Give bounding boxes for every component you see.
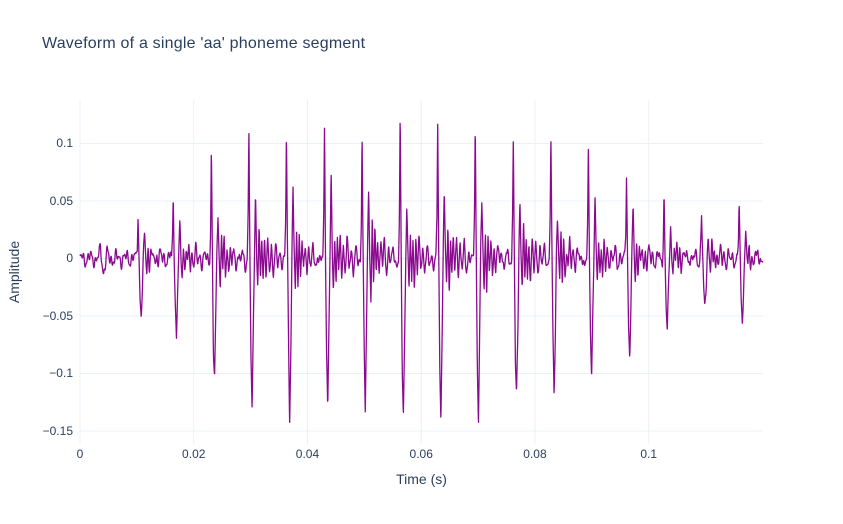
y-tick-label: −0.1 (49, 366, 73, 381)
x-tick-label: 0.08 (523, 447, 547, 461)
x-tick-label: 0.1 (640, 447, 658, 461)
x-tick-label: 0.04 (295, 447, 320, 461)
x-tick-label: 0.06 (409, 447, 433, 461)
y-tick-label: 0 (66, 251, 73, 266)
x-tick-label: 0 (76, 447, 84, 461)
y-tick-label: −0.15 (42, 424, 73, 438)
y-tick-label: 0.1 (56, 136, 73, 151)
y-tick-label: 0.05 (49, 193, 73, 208)
chart-title: Waveform of a single 'aa' phoneme segmen… (42, 35, 366, 52)
y-axis-title: Amplitude (6, 240, 22, 304)
y-tick-label: −0.05 (42, 308, 73, 323)
x-tick-label: 0.02 (182, 447, 206, 461)
x-axis-title: Time (s) (396, 471, 447, 487)
waveform-line (79, 122, 764, 424)
